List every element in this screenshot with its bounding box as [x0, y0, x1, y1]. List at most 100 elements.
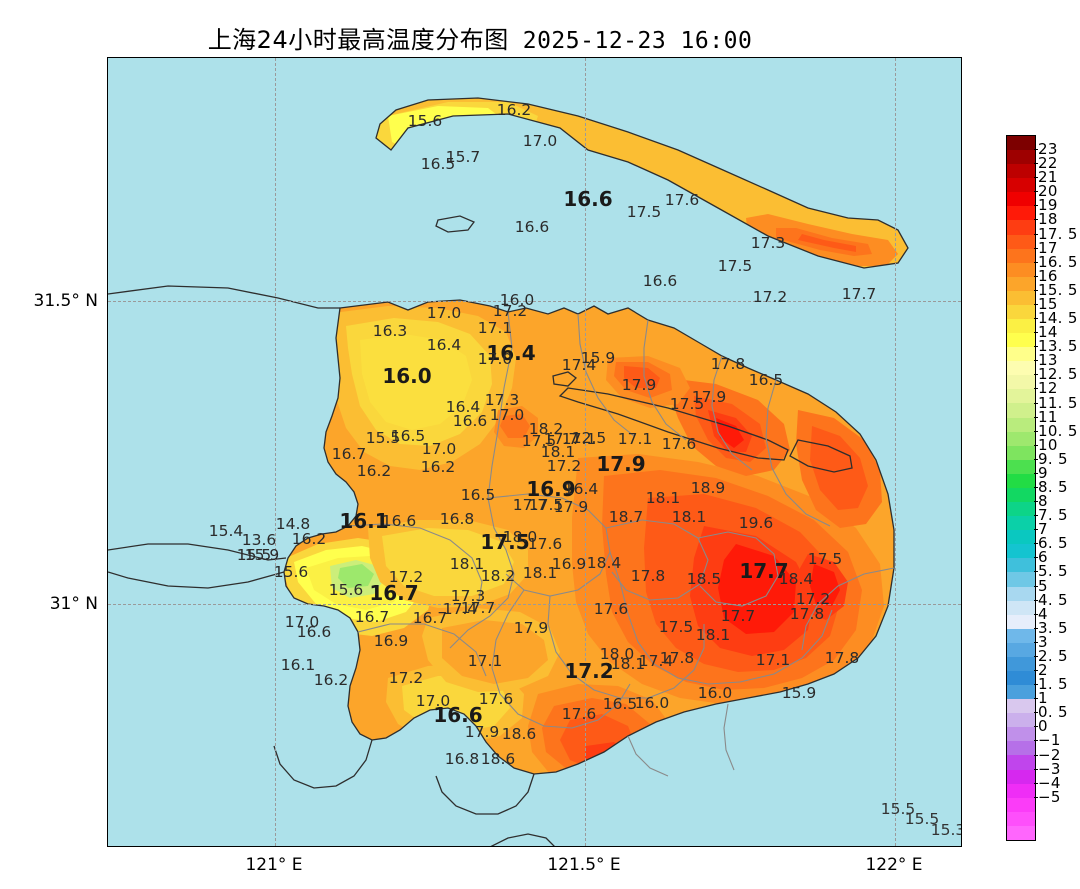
colorbar-tick-label: 16 — [1034, 267, 1058, 285]
colorbar-tick — [1034, 191, 1038, 193]
colorbar-tick — [1034, 416, 1038, 418]
map-canvas[interactable]: 15.6 16.2 17.0 15.7 16.5 16.6 16.6 17.5 17.6 17.3… — [107, 57, 962, 847]
colorbar-tick-label: 4. 5 — [1034, 591, 1068, 609]
title-main: 上海24小时最高温度分布图 — [207, 26, 509, 54]
colorbar-segment — [1007, 642, 1035, 657]
colorbar-segment — [1007, 755, 1035, 770]
colorbar-tick — [1034, 275, 1038, 277]
colorbar-tick-label: 1. 5 — [1034, 675, 1068, 693]
colorbar-segment — [1007, 206, 1035, 221]
colorbar-tick — [1034, 346, 1038, 348]
colorbar-tick — [1034, 557, 1038, 559]
colorbar-segment — [1007, 516, 1035, 531]
colorbar-segment — [1007, 276, 1035, 291]
colorbar-tick-label: 2 — [1034, 661, 1048, 679]
colorbar[interactable]: 23 22 21 20 19 18 17. 5 17 16. 5 16 15. 5 15 14. 5 14… — [1006, 135, 1078, 841]
colorbar-tick-label: 23 — [1034, 140, 1058, 158]
x-axis-label-122: 122° E — [865, 855, 923, 875]
colorbar-segment — [1007, 178, 1035, 193]
colorbar-tick — [1034, 388, 1038, 390]
colorbar-tick — [1034, 670, 1038, 672]
colorbar-segment — [1007, 487, 1035, 503]
colorbar-tick-label: 8. 5 — [1034, 478, 1068, 496]
colorbar-tick-label: −1 — [1034, 731, 1061, 749]
colorbar-tick — [1034, 487, 1038, 488]
colorbar-segment — [1007, 445, 1035, 460]
colorbar-segment — [1007, 290, 1035, 305]
colorbar-tick-label: 19 — [1034, 196, 1058, 214]
colorbar-tick — [1034, 543, 1038, 545]
colorbar-tick — [1034, 247, 1038, 249]
colorbar-tick — [1034, 613, 1038, 615]
colorbar-tick — [1034, 796, 1038, 798]
colorbar-tick-label: 22 — [1034, 154, 1058, 172]
colorbar-segment — [1007, 375, 1035, 390]
mainland-contours — [284, 300, 894, 774]
colorbar-segment — [1007, 361, 1035, 376]
colorbar-segment — [1007, 586, 1035, 601]
colorbar-segment — [1007, 192, 1035, 207]
colorbar-segment — [1007, 262, 1035, 277]
colorbar-tick — [1034, 768, 1038, 770]
colorbar-segment — [1007, 699, 1035, 714]
colorbar-tick-label: 9. 5 — [1034, 450, 1068, 468]
colorbar-tick-label: 0 — [1034, 717, 1048, 735]
colorbar-tick — [1034, 402, 1038, 404]
colorbar-tick-label: 3 — [1034, 633, 1048, 651]
colorbar-segment — [1007, 825, 1035, 840]
colorbar-segment — [1007, 248, 1035, 263]
colorbar-segment — [1007, 769, 1035, 784]
coastline — [108, 97, 909, 846]
colorbar-segment — [1007, 431, 1035, 446]
colorbar-tick — [1034, 261, 1038, 263]
colorbar-segment — [1007, 347, 1035, 362]
colorbar-tick — [1034, 374, 1038, 376]
colorbar-tick-label: 5 — [1034, 577, 1048, 595]
colorbar-segment — [1007, 670, 1035, 686]
colorbar-tick-label: 11 — [1034, 408, 1058, 426]
colorbar-tick-label: 14. 5 — [1034, 309, 1078, 327]
colorbar-segment — [1007, 164, 1035, 179]
colorbar-segment — [1007, 333, 1035, 348]
colorbar-segment — [1007, 614, 1035, 629]
colorbar-tick — [1034, 627, 1038, 629]
colorbar-tick-label: 18 — [1034, 210, 1058, 228]
colorbar-tick-label: 17 — [1034, 239, 1058, 257]
colorbar-tick — [1034, 289, 1038, 291]
colorbar-tick — [1034, 163, 1038, 165]
colorbar-tick — [1034, 529, 1038, 531]
colorbar-tick-label: 9 — [1034, 464, 1048, 482]
colorbar-tick-label: 12 — [1034, 379, 1058, 397]
colorbar-tick-label: 17. 5 — [1034, 225, 1078, 243]
colorbar-segment — [1007, 403, 1035, 418]
colorbar-tick-label: 4 — [1034, 605, 1048, 623]
colorbar-tick — [1034, 655, 1038, 657]
chongming-contours — [376, 98, 908, 268]
colorbar-tick-label: 12. 5 — [1034, 365, 1078, 383]
district-boundaries — [347, 311, 895, 777]
colorbar-tick-label: 0. 5 — [1034, 703, 1068, 721]
x-axis-label-121-5: 121.5° E — [547, 855, 621, 875]
colorbar-segment — [1007, 459, 1035, 474]
colorbar-tick-label: 7. 5 — [1034, 506, 1068, 524]
colorbar-segment — [1007, 783, 1035, 798]
colorbar-tick-label: −4 — [1034, 774, 1061, 792]
colorbar-tick — [1034, 712, 1038, 714]
colorbar-tick — [1034, 782, 1038, 784]
colorbar-tick-label: 6 — [1034, 548, 1048, 566]
colorbar-segment — [1007, 417, 1035, 432]
colorbar-segment — [1007, 727, 1035, 742]
x-axis-label-121: 121° E — [245, 855, 303, 875]
colorbar-tick — [1034, 332, 1038, 334]
colorbar-tick — [1034, 360, 1038, 362]
colorbar-tick-label: 7 — [1034, 520, 1048, 538]
colorbar-tick — [1034, 684, 1038, 686]
colorbar-tick — [1034, 233, 1038, 235]
colorbar-tick — [1034, 318, 1038, 320]
colorbar-tick-label: −2 — [1034, 746, 1061, 764]
colorbar-tick — [1034, 219, 1038, 221]
colorbar-segment — [1007, 741, 1035, 756]
colorbar-segment — [1007, 473, 1035, 488]
colorbar-segment — [1007, 811, 1035, 826]
colorbar-tick-label: 15. 5 — [1034, 281, 1078, 299]
